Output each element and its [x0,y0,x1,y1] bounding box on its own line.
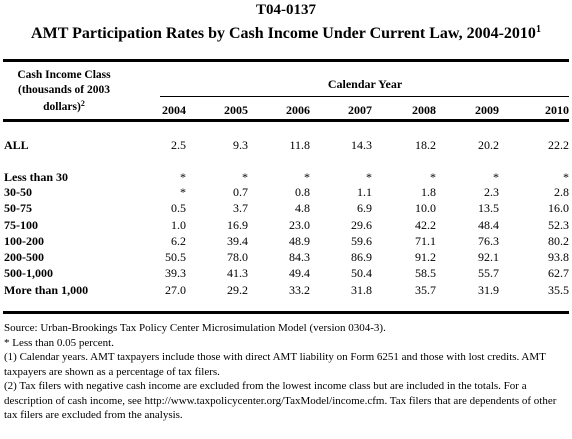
table-cell: 80.2 [548,234,569,248]
table-cell: 10.0 [415,201,436,215]
table-cell: 76.3 [478,234,499,248]
table-cell: 16.0 [548,201,569,215]
row-label: 500-1,000 [4,266,53,280]
table-cell: 86.9 [351,250,372,264]
income-class-header-line3: dollars)2 [43,99,85,113]
table-cell: * [563,170,569,184]
table-cell: 11.8 [289,138,310,152]
income-class-header-line1: Cash Income Class [17,69,111,81]
row-label: 100-200 [4,234,44,248]
year-group-rule [160,96,569,97]
table-cell: 62.7 [548,266,569,280]
footnotes: Source: Urban-Brookings Tax Policy Cente… [4,321,570,423]
table-cell: * [493,170,499,184]
table-title: AMT Participation Rates by Cash Income U… [0,24,572,43]
title-footnote-marker: 1 [535,24,541,35]
table-cell: 29.6 [351,218,372,232]
table-cell: * [366,170,372,184]
table-cell: 71.1 [415,234,436,248]
table-cell: 2.8 [554,185,569,199]
table-cell: 59.6 [351,234,372,248]
footnote-2: (2) Tax filers with negative cash income… [4,380,557,421]
table-cell: * [304,170,310,184]
table-cell: 84.3 [289,250,310,264]
income-class-header-line2: (thousands of 2003 [17,83,111,96]
table-cell: 48.9 [289,234,310,248]
table-cell: 4.8 [295,201,310,215]
table-cell: 9.3 [233,138,248,152]
table-cell: 14.3 [351,138,372,152]
star-note: * Less than 0.05 percent. [4,336,114,349]
income-class-header: Cash Income Class (thousands of 2003 dol… [4,68,124,115]
table-cell: 33.2 [289,283,310,297]
table-cell: 27.0 [165,283,186,297]
table-cell: 0.7 [233,185,248,199]
footnote-1: (1) Calendar years. AMT taxpayers includ… [4,351,546,378]
table-cell: 93.8 [548,250,569,264]
table-cell: 13.5 [478,201,499,215]
table-cell: 39.4 [227,234,248,248]
table-cell: 35.5 [548,283,569,297]
row-label: 200-500 [4,250,44,264]
table-cell: * [242,170,248,184]
row-label: 50-75 [4,201,32,215]
year-header-5: 2009 [475,103,499,117]
table-cell: * [180,170,186,184]
table-cell: 20.2 [478,138,499,152]
year-header-4: 2008 [412,103,436,117]
table-cell: 31.9 [478,283,499,297]
year-header-1: 2005 [224,103,248,117]
year-header-3: 2007 [348,103,372,117]
table-cell: * [430,170,436,184]
table-cell: 78.0 [227,250,248,264]
row-label: More than 1,000 [4,283,89,297]
table-cell: 0.8 [295,185,310,199]
table-bottom-rule [3,311,569,314]
year-header-2: 2006 [286,103,310,117]
source-note: Source: Urban-Brookings Tax Policy Cente… [4,322,386,334]
table-cell: 91.2 [415,250,436,264]
top-rule [3,59,569,62]
row-label: Less than 30 [4,170,69,184]
table-cell: 35.7 [415,283,436,297]
table-cell: 58.5 [415,266,436,280]
table-cell: * [180,185,186,199]
table-cell: 42.2 [415,218,436,232]
row-label: ALL [4,138,29,152]
table-cell: 92.1 [478,250,499,264]
year-header-6: 2010 [545,103,569,117]
table-cell: 50.5 [165,250,186,264]
table-cell: 1.1 [357,185,372,199]
table-cell: 41.3 [227,266,248,280]
table-cell: 18.2 [415,138,436,152]
year-header-0: 2004 [162,103,186,117]
table-id: T04-0137 [256,2,316,18]
table-cell: 2.3 [484,185,499,199]
table-cell: 2.5 [171,138,186,152]
table-cell: 16.9 [227,218,248,232]
income-class-footnote-marker: 2 [80,99,85,108]
table-cell: 39.3 [165,266,186,280]
calendar-year-header: Calendar Year [327,77,403,91]
table-cell: 1.0 [171,218,186,232]
row-label: 75-100 [4,218,38,232]
table-cell: 22.2 [548,138,569,152]
table-cell: 23.0 [289,218,310,232]
table-cell: 52.3 [548,218,569,232]
table-cell: 6.2 [171,234,186,248]
table-cell: 50.4 [351,266,372,280]
table-cell: 49.4 [289,266,310,280]
row-label: 30-50 [4,185,32,199]
table-cell: 3.7 [233,201,248,215]
table-cell: 29.2 [227,283,248,297]
table-cell: 0.5 [171,201,186,215]
header-bottom-rule [3,119,569,122]
table-cell: 48.4 [478,218,499,232]
table-cell: 31.8 [351,283,372,297]
table-cell: 55.7 [478,266,499,280]
title-text: AMT Participation Rates by Cash Income U… [31,25,536,42]
table-cell: 6.9 [357,201,372,215]
table-cell: 1.8 [421,185,436,199]
